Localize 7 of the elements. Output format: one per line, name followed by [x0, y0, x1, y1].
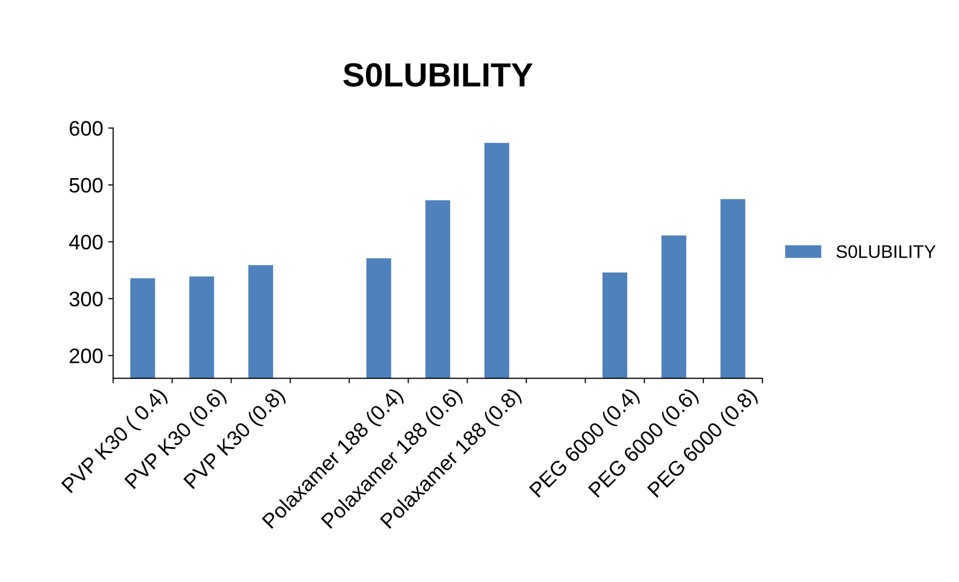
chart-title: S0LUBILITY	[343, 63, 533, 87]
y-tick-label: 500	[70, 178, 103, 193]
y-tick-label: 600	[70, 121, 103, 136]
y-tick-label: 200	[70, 348, 103, 364]
legend-label: S0LUBILITY	[836, 245, 936, 258]
y-tick-label: 300	[69, 292, 103, 306]
y-tick-label: 400	[69, 234, 103, 250]
